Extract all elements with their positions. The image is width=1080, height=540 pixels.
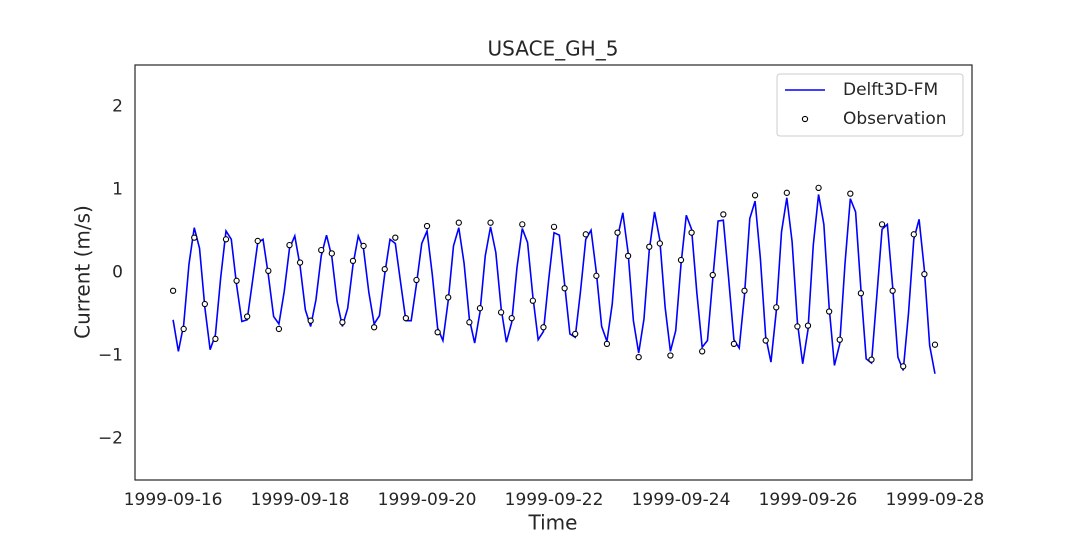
observation-point bbox=[677, 256, 685, 264]
observation-point bbox=[762, 337, 769, 344]
observation-point bbox=[804, 322, 812, 329]
observation-point bbox=[878, 221, 886, 228]
observation-point bbox=[720, 211, 727, 218]
model-line bbox=[172, 194, 936, 374]
observation-point bbox=[656, 240, 663, 247]
x-tick-label: 1999-09-22 bbox=[505, 490, 604, 510]
observation-point bbox=[910, 231, 917, 238]
chart-title: USACE_GH_5 bbox=[488, 37, 619, 61]
observation-point bbox=[169, 287, 177, 294]
observation-point bbox=[201, 300, 208, 308]
observation-point bbox=[699, 348, 706, 355]
observation-point bbox=[550, 223, 558, 230]
observation-point bbox=[815, 184, 822, 191]
observation-point bbox=[265, 267, 272, 274]
observation-point bbox=[180, 325, 187, 333]
observation-point bbox=[402, 314, 410, 322]
y-tick-label: −2 bbox=[98, 429, 123, 449]
observation-point bbox=[455, 219, 462, 226]
observation-point bbox=[572, 330, 579, 338]
observation-point bbox=[497, 309, 505, 316]
observation-point bbox=[667, 352, 674, 359]
x-tick-label: 1999-09-26 bbox=[759, 490, 858, 510]
observation-point bbox=[233, 277, 240, 284]
observation-point bbox=[508, 314, 515, 322]
observation-point bbox=[825, 308, 833, 315]
observation-point bbox=[730, 340, 738, 348]
observation-point bbox=[847, 190, 854, 197]
observation-point bbox=[582, 231, 589, 238]
observation-point bbox=[540, 324, 547, 331]
observation-point bbox=[286, 241, 293, 249]
observation-point bbox=[646, 243, 653, 250]
observation-point bbox=[741, 287, 748, 294]
observation-point bbox=[519, 221, 526, 228]
observation-point bbox=[222, 236, 230, 243]
plot-frame bbox=[134, 64, 973, 481]
y-tick-label: 0 bbox=[112, 263, 123, 283]
observation-point bbox=[624, 252, 632, 260]
observation-point bbox=[857, 290, 865, 297]
observation-point bbox=[254, 237, 261, 245]
y-tick-label: 1 bbox=[112, 180, 123, 200]
observation-point bbox=[794, 323, 801, 330]
observation-point bbox=[635, 354, 642, 361]
observation-point bbox=[413, 276, 420, 284]
y-axis-label: Current (m/s) bbox=[71, 205, 95, 339]
observation-point bbox=[360, 242, 367, 250]
observation-point bbox=[275, 325, 283, 333]
observation-point bbox=[614, 229, 621, 236]
legend-label: Delft3D-FM bbox=[843, 80, 938, 100]
observation-point bbox=[244, 313, 251, 320]
observation-point bbox=[529, 297, 537, 304]
observation-point bbox=[318, 246, 325, 254]
observation-point bbox=[868, 356, 875, 363]
observation-point bbox=[921, 271, 928, 278]
observation-point bbox=[476, 305, 484, 312]
observation-point bbox=[434, 329, 441, 336]
observation-point bbox=[688, 229, 695, 236]
observation-point bbox=[709, 271, 716, 279]
observation-point bbox=[445, 294, 452, 301]
observation-point bbox=[191, 234, 198, 241]
observation-point bbox=[423, 222, 431, 230]
observation-point bbox=[349, 257, 357, 265]
y-tick-label: −1 bbox=[98, 346, 123, 366]
legend-marker bbox=[801, 115, 809, 123]
observation-point bbox=[783, 189, 790, 196]
y-tick-label: 2 bbox=[112, 97, 123, 117]
observation-point bbox=[307, 317, 314, 324]
observation-point bbox=[889, 287, 896, 294]
observation-point bbox=[900, 363, 907, 370]
x-tick-label: 1999-09-24 bbox=[632, 490, 731, 510]
observation-point bbox=[212, 335, 219, 343]
x-tick-label: 1999-09-18 bbox=[251, 490, 350, 510]
legend-label: Observation bbox=[843, 109, 947, 129]
x-tick-label: 1999-09-16 bbox=[124, 490, 223, 510]
observation-point bbox=[296, 259, 304, 266]
observation-point bbox=[381, 266, 388, 273]
observation-point bbox=[836, 336, 843, 343]
observation-point bbox=[931, 341, 939, 348]
observation-point bbox=[466, 319, 473, 326]
observation-point bbox=[328, 250, 335, 257]
observation-point bbox=[370, 324, 378, 331]
x-axis-label: Time bbox=[528, 511, 578, 535]
observation-point bbox=[773, 304, 780, 311]
observation-point bbox=[561, 285, 568, 292]
observation-point bbox=[751, 192, 759, 199]
x-tick-label: 1999-09-20 bbox=[378, 490, 477, 510]
observation-point bbox=[487, 219, 494, 226]
observation-point bbox=[339, 319, 346, 326]
observation-point bbox=[603, 340, 611, 348]
x-tick-label: 1999-09-28 bbox=[886, 490, 985, 510]
observation-point bbox=[392, 234, 399, 241]
observation-point bbox=[593, 272, 600, 279]
